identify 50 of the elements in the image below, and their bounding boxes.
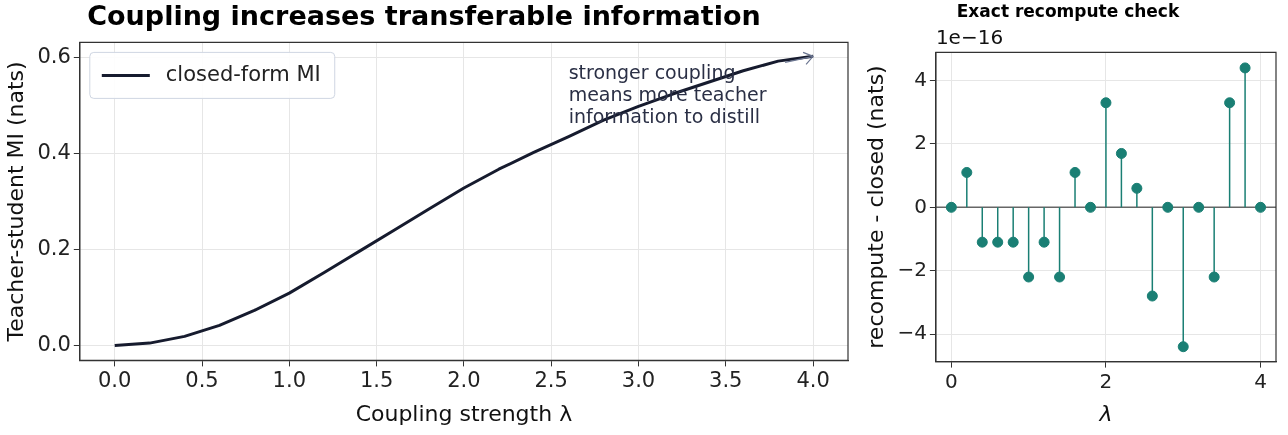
- point: [1054, 271, 1066, 283]
- x-tick-label: 0: [944, 368, 958, 393]
- point: [961, 166, 973, 178]
- point: [1224, 97, 1236, 109]
- point: [1193, 201, 1205, 213]
- y-tick-label: 0.2: [37, 235, 71, 260]
- legend-label: closed-form MI: [165, 61, 321, 86]
- point: [976, 236, 988, 248]
- x-axis-title: λ: [1098, 400, 1113, 426]
- x-tick-label: 0.0: [98, 368, 132, 393]
- point: [1255, 201, 1267, 213]
- point: [1131, 182, 1143, 194]
- point: [1208, 271, 1220, 283]
- x-tick-label: 3.0: [621, 368, 656, 393]
- chart-title: Exact recompute check: [956, 0, 1180, 21]
- point: [1007, 236, 1019, 248]
- chart-title: Coupling increases transferable information: [87, 0, 761, 32]
- y-axis-title: Teacher-student MI (nats): [2, 61, 28, 343]
- x-tick-label: 1.5: [359, 368, 394, 393]
- y-tick-label: 2: [914, 130, 927, 155]
- point: [1069, 166, 1081, 178]
- x-tick-label: 4: [1254, 368, 1267, 393]
- x-tick-label: 2.0: [447, 368, 481, 393]
- point: [1023, 271, 1035, 283]
- point: [1038, 236, 1050, 248]
- point: [1084, 201, 1096, 213]
- point: [1162, 201, 1174, 213]
- y-tick-label: −2: [897, 256, 927, 281]
- point: [1146, 290, 1158, 302]
- y-axis-title: recompute - closed (nats): [862, 65, 888, 349]
- x-tick-label: 3.5: [709, 368, 743, 393]
- y-tick-label: 0.6: [37, 43, 71, 68]
- point: [1100, 97, 1112, 109]
- point: [992, 236, 1004, 248]
- point: [1239, 62, 1251, 74]
- x-tick-label: 2: [1099, 368, 1113, 393]
- y-tick-label: 4: [914, 66, 927, 91]
- x-tick-label: 0.5: [185, 368, 219, 393]
- x-axis-title: Coupling strength λ: [355, 400, 573, 426]
- x-tick-label: 1.0: [272, 368, 307, 393]
- y-tick-label: 0.4: [37, 139, 71, 164]
- x-tick-label: 2.5: [534, 368, 568, 393]
- x-tick-label: 4.0: [796, 368, 830, 393]
- point: [1115, 147, 1127, 159]
- y-tick-label: 0.0: [37, 331, 71, 356]
- point: [945, 201, 957, 213]
- y-tick-label: 0: [914, 193, 927, 218]
- point: [1177, 341, 1189, 353]
- y-tick-label: −4: [897, 320, 927, 345]
- text: 1e−16: [935, 24, 1004, 49]
